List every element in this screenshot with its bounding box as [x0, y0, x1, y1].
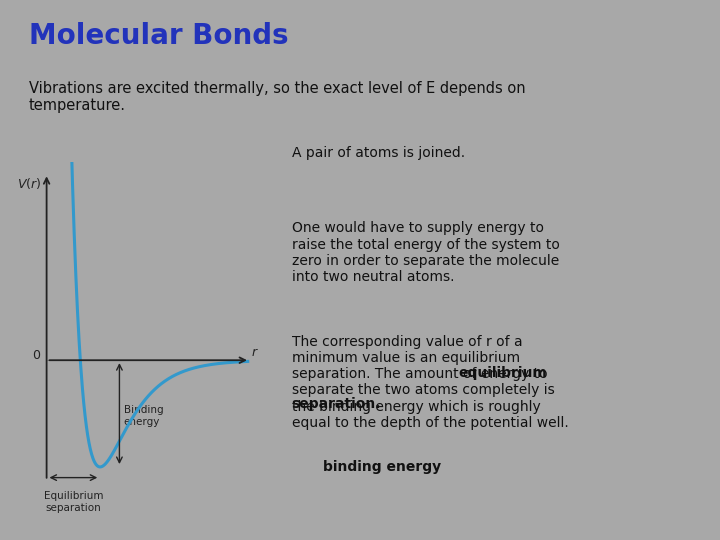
Text: separation.: separation. [292, 397, 381, 411]
Text: Molecular Bonds: Molecular Bonds [29, 22, 289, 50]
Text: A pair of atoms is joined.: A pair of atoms is joined. [292, 146, 464, 160]
Text: $r$: $r$ [251, 346, 259, 359]
Text: Binding
energy: Binding energy [124, 405, 163, 427]
Text: equilibrium: equilibrium [459, 366, 547, 380]
Text: Vibrations are excited thermally, so the exact level of E depends on
temperature: Vibrations are excited thermally, so the… [29, 81, 526, 113]
Text: $V(r)$: $V(r)$ [17, 176, 42, 191]
Text: Equilibrium
separation: Equilibrium separation [44, 491, 103, 513]
Text: 0: 0 [32, 349, 40, 362]
Text: The corresponding value of r of a
minimum value is an equilibrium
separation. Th: The corresponding value of r of a minimu… [292, 335, 568, 430]
Text: binding energy: binding energy [323, 460, 441, 474]
Text: One would have to supply energy to
raise the total energy of the system to
zero : One would have to supply energy to raise… [292, 221, 559, 284]
